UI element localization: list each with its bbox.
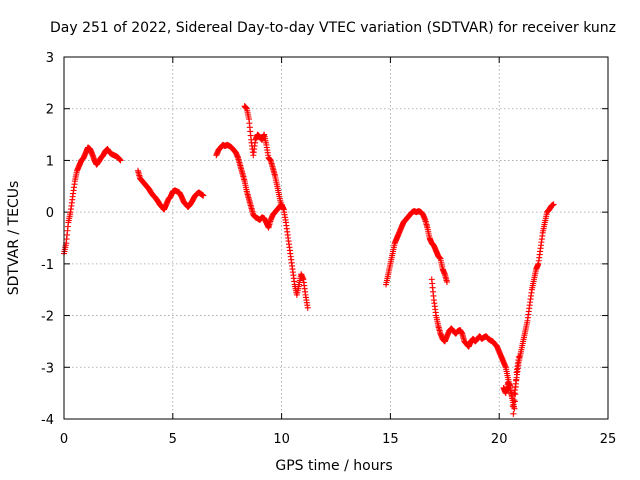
y-tick-label: 0 (46, 206, 54, 221)
data-point (511, 405, 518, 412)
data-point (443, 278, 450, 285)
data-segment (213, 141, 311, 311)
grid (64, 57, 608, 419)
data-point (200, 192, 207, 199)
data-segment (134, 167, 207, 213)
data-point (513, 376, 520, 383)
data-point (512, 391, 519, 398)
data-segment (383, 208, 450, 288)
x-tick-label: 20 (491, 432, 508, 447)
data-point (278, 203, 285, 210)
y-axis-label: SDTVAR / TECUs (6, 181, 22, 296)
data-segment (428, 201, 557, 417)
x-tick-label: 25 (600, 432, 617, 447)
y-tick-label: 1 (46, 154, 54, 169)
data-point (117, 157, 124, 164)
data-series (61, 103, 557, 417)
data-point (550, 201, 557, 208)
y-tick-label: -4 (41, 413, 54, 428)
data-segment (241, 103, 285, 210)
data-point (515, 353, 522, 360)
y-tick-label: -2 (41, 310, 54, 325)
x-tick-label: 5 (169, 432, 177, 447)
y-tick-label: -3 (41, 361, 54, 376)
y-tick-label: 2 (46, 103, 54, 118)
data-point (304, 304, 311, 311)
data-point (510, 410, 517, 417)
x-axis-label: GPS time / hours (275, 458, 392, 474)
plot-frame (63, 56, 609, 420)
x-tick-label: 15 (382, 432, 399, 447)
x-tick-label: 0 (60, 432, 68, 447)
data-segment (500, 353, 522, 412)
data-point (512, 383, 519, 390)
data-segment (61, 144, 124, 257)
chart-title: Day 251 of 2022, Sidereal Day-to-day VTE… (50, 20, 616, 36)
x-tick-label: 10 (273, 432, 290, 447)
y-tick-label: 3 (46, 51, 54, 66)
data-point (511, 398, 518, 405)
y-tick-label: -1 (41, 258, 54, 273)
